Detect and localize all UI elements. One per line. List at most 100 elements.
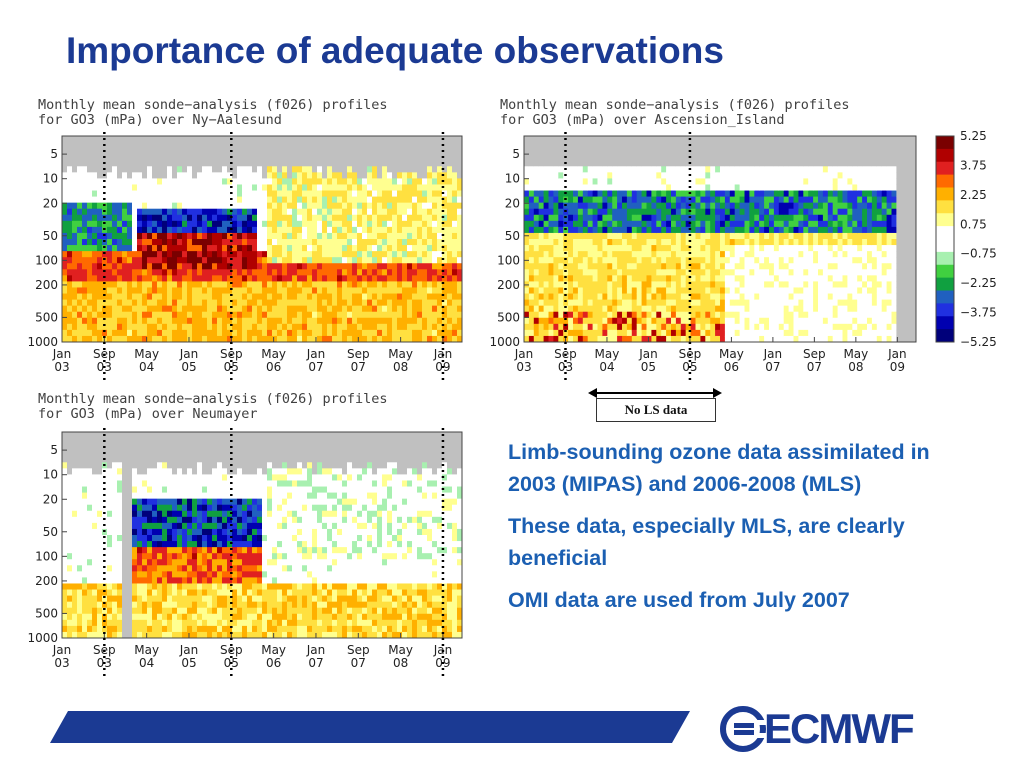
heatmap-cell	[602, 136, 608, 143]
heatmap-cell	[177, 136, 183, 143]
heatmap-cell	[607, 245, 613, 252]
heatmap-cell	[764, 323, 770, 331]
heatmap-cell	[232, 323, 238, 331]
heatmap-cell	[558, 232, 564, 240]
heatmap-cell	[671, 190, 677, 198]
heatmap-cell	[602, 208, 608, 216]
heatmap-cell	[147, 232, 153, 240]
heatmap-cell	[437, 305, 443, 313]
heatmap-cell	[417, 299, 423, 307]
heatmap-cell	[72, 148, 78, 155]
heatmap-cell	[447, 305, 453, 313]
heatmap-cell	[237, 257, 243, 264]
heatmap-cell	[685, 178, 692, 185]
heatmap-cell	[427, 257, 433, 264]
heatmap-cell	[277, 208, 283, 216]
heatmap-cell	[700, 214, 706, 222]
heatmap-cell	[92, 184, 98, 192]
heatmap-cell	[573, 287, 579, 295]
heatmap-cell	[641, 136, 647, 143]
heatmap-cell	[232, 335, 238, 343]
heatmap-cell	[666, 142, 672, 149]
heatmap-cell	[734, 287, 741, 295]
heatmap-cell	[720, 220, 726, 228]
heatmap-cell	[832, 214, 839, 222]
heatmap-cell	[573, 311, 579, 319]
heatmap-cell	[327, 196, 333, 204]
heatmap-cell	[700, 299, 706, 307]
heatmap-cell	[352, 317, 358, 325]
heatmap-cell	[705, 184, 711, 192]
heatmap-cell	[97, 178, 103, 185]
heatmap-cell	[157, 281, 163, 288]
heatmap-cell	[372, 184, 378, 192]
heatmap-cell	[202, 148, 208, 155]
heatmap-cell	[427, 305, 433, 313]
heatmap-cell	[671, 166, 677, 173]
heatmap-cell	[287, 172, 293, 179]
heatmap-cell	[422, 184, 428, 192]
heatmap-cell	[602, 184, 608, 192]
heatmap-cell	[257, 275, 263, 282]
heatmap-cell	[626, 166, 633, 173]
heatmap-cell	[192, 232, 198, 240]
heatmap-cell	[282, 196, 288, 204]
heatmap-cell	[392, 148, 398, 155]
heatmap-cell	[292, 166, 298, 173]
heatmap-cell	[112, 245, 118, 252]
heatmap-cell	[607, 329, 613, 337]
heatmap-cell	[107, 148, 113, 155]
heatmap-cell	[222, 148, 228, 155]
heatmap-cell	[680, 142, 687, 149]
heatmap-cell	[617, 311, 623, 319]
heatmap-cell	[631, 281, 638, 288]
heatmap-cell	[342, 232, 348, 240]
heatmap-cell	[142, 220, 148, 228]
heatmap-cell	[675, 263, 682, 270]
heatmap-cell	[437, 226, 443, 234]
heatmap-cell	[827, 239, 834, 246]
heatmap-cell	[592, 208, 598, 216]
heatmap-cell	[422, 142, 428, 149]
heatmap-cell	[132, 329, 138, 337]
heatmap-cell	[734, 293, 741, 301]
heatmap-cell	[690, 220, 696, 228]
heatmap-cell	[452, 136, 458, 143]
heatmap-cell	[739, 166, 745, 173]
heatmap-cell	[705, 136, 711, 143]
heatmap-cell	[548, 281, 554, 288]
heatmap-cell	[769, 184, 775, 192]
heatmap-cell	[631, 257, 638, 264]
heatmap-cell	[626, 172, 633, 179]
heatmap-cell	[317, 269, 323, 276]
heatmap-cell	[167, 299, 173, 307]
heatmap-cell	[177, 299, 183, 307]
heatmap-cell	[592, 293, 598, 301]
heatmap-cell	[397, 317, 403, 325]
heatmap-cell	[252, 263, 258, 270]
heatmap-cell	[282, 184, 288, 192]
heatmap-cell	[177, 184, 183, 192]
heatmap-cell	[87, 202, 93, 210]
heatmap-cell	[412, 196, 418, 204]
heatmap-cell	[528, 136, 535, 143]
heatmap-cell	[62, 305, 68, 313]
heatmap-cell	[626, 208, 633, 216]
heatmap-cell	[142, 148, 148, 155]
heatmap-cell	[112, 172, 118, 179]
heatmap-cell	[227, 142, 233, 149]
heatmap-cell	[157, 172, 163, 179]
heatmap-cell	[402, 317, 408, 325]
heatmap-cell	[367, 275, 373, 282]
heatmap-cell	[764, 214, 770, 222]
heatmap-cell	[417, 281, 423, 288]
heatmap-cell	[82, 323, 88, 331]
heatmap-cell	[192, 329, 198, 337]
heatmap-cell	[132, 202, 138, 210]
heatmap-cell	[212, 208, 218, 216]
heatmap-cell	[182, 239, 188, 246]
heatmap-cell	[837, 196, 843, 204]
heatmap-cell	[352, 305, 358, 313]
heatmap-cell	[524, 239, 530, 246]
heatmap-cell	[720, 335, 726, 343]
